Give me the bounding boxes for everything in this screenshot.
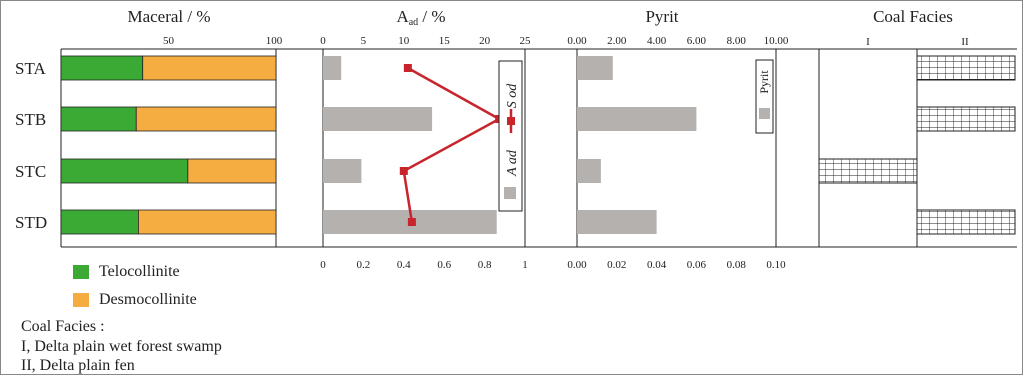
pyrite-top-tick-label: 0.00 xyxy=(567,35,587,47)
ash-bar xyxy=(323,107,433,131)
pyrite-bar xyxy=(577,159,601,183)
sulfur-point xyxy=(399,167,408,175)
sample-label: STA xyxy=(15,59,46,78)
sample-label: STB xyxy=(15,110,46,129)
facies-column-label: I xyxy=(866,36,870,48)
ash-legend-box xyxy=(498,60,523,212)
legend-desmocollinite: Desmocollinite xyxy=(73,291,197,309)
sulfur-line xyxy=(402,66,502,223)
ash-bottom-tick-label: 0.2 xyxy=(357,259,371,271)
facies-cell-II xyxy=(916,209,1016,235)
ash-bar xyxy=(323,159,362,183)
maceral-bar-desmocollinite xyxy=(137,209,277,235)
maceral-bar-telocollinite xyxy=(60,158,189,184)
desmocollinite-swatch xyxy=(73,293,89,308)
ash-legend-line-label: S od xyxy=(505,83,520,109)
maceral-bar-desmocollinite xyxy=(135,106,277,132)
ash-bottom-tick-label: 1 xyxy=(522,259,528,271)
facies-cell-I xyxy=(818,158,918,184)
ash-top-tick-label: 20 xyxy=(479,35,491,47)
facies-column-label: II xyxy=(961,36,969,48)
ash-legend-bar-swatch xyxy=(504,187,516,199)
facies-cell-II xyxy=(916,55,1016,81)
pyrite-bottom-tick-label: 0.06 xyxy=(687,259,707,271)
pyrite-top-tick-label: 6.00 xyxy=(687,35,707,47)
maceral-bar-telocollinite xyxy=(60,55,144,81)
maceral-bar-desmocollinite xyxy=(187,158,277,184)
sample-label: STD xyxy=(15,213,47,232)
ash-bottom-tick-label: 0.8 xyxy=(478,259,492,271)
pyrite-top-tick-label: 4.00 xyxy=(647,35,667,47)
pyrite-bar xyxy=(577,56,613,80)
pyrite-top-tick-label: 10.00 xyxy=(764,35,789,47)
pyrite-legend-label: Pyrit xyxy=(757,70,771,94)
maceral-tick-label: 50 xyxy=(163,35,175,47)
maceral-bar-telocollinite xyxy=(60,106,137,132)
pyrite-top-tick-label: 2.00 xyxy=(607,35,627,47)
ash-title: Aad / % xyxy=(396,7,445,28)
facies-cell-II xyxy=(916,106,1016,132)
sample-label: STC xyxy=(15,162,46,181)
legend-telocollinite: Telocollinite xyxy=(73,263,180,281)
ash-top-tick-label: 25 xyxy=(520,35,532,47)
ash-top-tick-label: 0 xyxy=(320,35,326,47)
facies-II-note: II, Delta plain fen xyxy=(21,357,135,374)
sulfur-point xyxy=(403,64,412,72)
ash-title-sub: ad xyxy=(409,17,418,28)
pyrite-bottom-tick-label: 0.10 xyxy=(766,259,786,271)
desmocollinite-label: Desmocollinite xyxy=(99,291,197,308)
ash-legend-bar-label: A ad xyxy=(505,149,520,177)
pyrite-bar xyxy=(577,210,657,234)
pyrite-bottom-tick-label: 0.02 xyxy=(607,259,626,271)
pyrite-bottom-tick-label: 0.08 xyxy=(727,259,747,271)
ash-top-tick-label: 10 xyxy=(398,35,410,47)
pyrite-bar xyxy=(577,107,697,131)
telocollinite-swatch xyxy=(73,265,89,280)
ash-bottom-tick-label: 0.4 xyxy=(397,259,411,271)
maceral-tick-label: 100 xyxy=(266,35,283,47)
coal-facies-heading: Coal Facies : xyxy=(21,318,105,335)
pyrite-top-tick-label: 8.00 xyxy=(727,35,747,47)
ash-bottom-tick-label: 0.6 xyxy=(437,259,451,271)
sulfur-point xyxy=(407,218,416,226)
telocollinite-label: Telocollinite xyxy=(99,263,180,280)
pyrite-legend-swatch xyxy=(759,108,770,119)
ash-title-rest: / % xyxy=(418,7,445,26)
ash-legend-line-marker xyxy=(507,117,515,125)
pyrite-title: Pyrit xyxy=(645,7,678,26)
maceral-bar-telocollinite xyxy=(60,209,139,235)
maceral-title: Maceral / % xyxy=(127,7,210,26)
ash-top-tick-label: 15 xyxy=(439,35,451,47)
facies-I-note: I, Delta plain wet forest swamp xyxy=(21,338,222,355)
pyrite-bottom-tick-label: 0.04 xyxy=(647,259,667,271)
maceral-bar-desmocollinite xyxy=(142,55,277,81)
ash-bottom-tick-label: 0 xyxy=(320,259,326,271)
ash-top-tick-label: 5 xyxy=(361,35,367,47)
ash-title-main: A xyxy=(396,7,409,26)
ash-bar xyxy=(323,56,342,80)
facies-title: Coal Facies xyxy=(873,7,953,26)
pyrite-bottom-tick-label: 0.00 xyxy=(567,259,587,271)
